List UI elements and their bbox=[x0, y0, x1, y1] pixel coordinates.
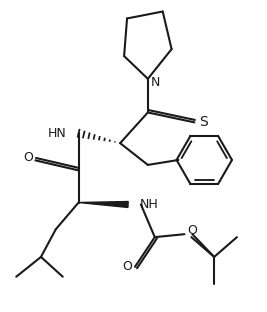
Text: O: O bbox=[23, 152, 33, 164]
Text: S: S bbox=[199, 115, 208, 129]
Text: O: O bbox=[122, 260, 132, 273]
Text: HN: HN bbox=[48, 127, 67, 140]
Text: N: N bbox=[151, 76, 160, 89]
Polygon shape bbox=[78, 202, 128, 207]
Text: NH: NH bbox=[140, 198, 159, 211]
Text: O: O bbox=[187, 224, 197, 237]
